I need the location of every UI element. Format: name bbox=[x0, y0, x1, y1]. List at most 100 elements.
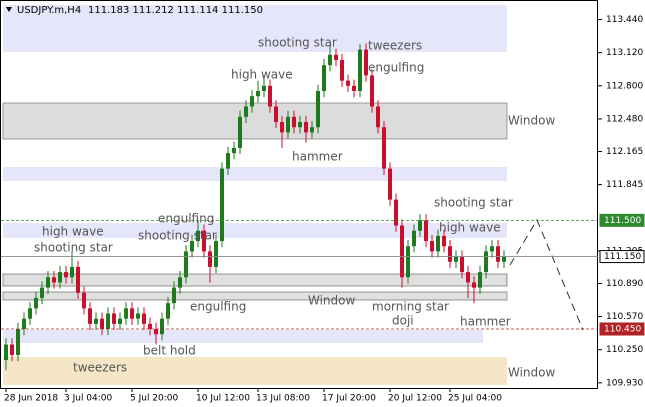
y-tick-label: 111.845 bbox=[606, 180, 643, 190]
candle-body bbox=[322, 65, 326, 91]
candle-body bbox=[286, 116, 290, 133]
pattern-annotation: shooting star bbox=[138, 229, 217, 243]
pattern-annotation: high wave bbox=[439, 221, 501, 235]
zone bbox=[3, 5, 507, 52]
candle-body bbox=[232, 147, 236, 154]
candle-body bbox=[52, 277, 56, 283]
candle-body bbox=[466, 272, 470, 283]
price-label: 111.150 bbox=[604, 252, 641, 262]
candle-body bbox=[202, 230, 206, 252]
y-tick-label: 113.440 bbox=[606, 15, 643, 25]
candle-body bbox=[250, 96, 254, 107]
candle-body bbox=[4, 344, 8, 361]
candle-body bbox=[76, 266, 80, 293]
y-tick-label: 112.480 bbox=[606, 114, 643, 124]
candle-body bbox=[406, 246, 410, 278]
candle-body bbox=[460, 256, 464, 273]
zone bbox=[3, 330, 483, 343]
y-tick-label: 110.250 bbox=[606, 345, 643, 355]
candle-body bbox=[310, 127, 314, 133]
candle-body bbox=[334, 54, 338, 60]
candle-body bbox=[172, 287, 176, 304]
candle-body bbox=[436, 235, 440, 252]
candle-body bbox=[34, 297, 38, 309]
candle-body bbox=[124, 308, 128, 319]
price-label-box bbox=[599, 322, 645, 336]
pattern-annotation: hammer bbox=[460, 315, 511, 329]
window-zone bbox=[2, 291, 508, 301]
plot-frame bbox=[0, 0, 598, 389]
pattern-annotation: shooting star bbox=[258, 36, 337, 50]
candle-body bbox=[178, 277, 182, 288]
pattern-annotation: belt hold bbox=[143, 344, 196, 358]
candle-body bbox=[160, 318, 164, 335]
candle-body bbox=[478, 272, 482, 288]
candle-body bbox=[388, 168, 392, 200]
x-tick-label: 20 Jul 12:00 bbox=[388, 394, 442, 404]
pattern-annotation: hammer bbox=[292, 150, 343, 164]
pattern-annotation: Window bbox=[508, 366, 556, 380]
candle-body bbox=[472, 282, 476, 288]
candle-body bbox=[298, 122, 302, 128]
candle-body bbox=[442, 235, 446, 247]
candle-body bbox=[106, 313, 110, 330]
x-tick-label: 5 Jul 20:00 bbox=[130, 394, 179, 404]
window-zone bbox=[2, 273, 508, 287]
candle-body bbox=[64, 272, 68, 278]
y-tick-label: 109.930 bbox=[606, 378, 643, 388]
candle-body bbox=[100, 318, 104, 330]
candle-body bbox=[328, 54, 332, 66]
candle-body bbox=[16, 329, 20, 355]
candle-body bbox=[370, 75, 374, 107]
forecast-line bbox=[509, 218, 584, 331]
window-zone bbox=[2, 102, 508, 140]
candle-body bbox=[364, 49, 368, 76]
candle-body bbox=[196, 230, 200, 242]
candle-body bbox=[418, 220, 422, 231]
x-tick-label: 28 Jun 2018 bbox=[4, 394, 58, 404]
candle-body bbox=[484, 251, 488, 273]
candle-body bbox=[88, 308, 92, 324]
pattern-annotation: Window bbox=[508, 114, 556, 128]
candle-body bbox=[46, 277, 50, 288]
candle-body bbox=[340, 59, 344, 81]
candle-body bbox=[412, 230, 416, 247]
candle-body bbox=[190, 241, 194, 252]
candle-body bbox=[208, 251, 212, 267]
candle-body bbox=[238, 116, 242, 148]
candle-body bbox=[142, 313, 146, 324]
pattern-annotation: tweezers bbox=[73, 361, 127, 375]
pattern-annotation: shooting star bbox=[34, 241, 113, 255]
pattern-annotation: doji bbox=[392, 314, 414, 328]
x-tick-label: 10 Jul 12:00 bbox=[196, 394, 250, 404]
candle-body bbox=[346, 80, 350, 86]
pattern-annotation: shooting star bbox=[434, 196, 513, 210]
candle-body bbox=[130, 308, 134, 319]
candle-body bbox=[274, 106, 278, 123]
menu-arrow bbox=[6, 7, 12, 12]
candle-body bbox=[394, 199, 398, 226]
candle-body bbox=[256, 90, 260, 97]
window-zone bbox=[3, 357, 507, 385]
candle-body bbox=[148, 323, 152, 330]
pattern-annotation: high wave bbox=[231, 68, 293, 82]
candle-body bbox=[382, 127, 386, 169]
candle-body bbox=[316, 90, 320, 128]
candle-body bbox=[304, 122, 308, 133]
candle-body bbox=[292, 116, 296, 128]
candle-body bbox=[22, 318, 26, 330]
pattern-annotation: engulfing bbox=[190, 300, 246, 314]
candle-body bbox=[112, 313, 116, 324]
y-tick-label: 112.800 bbox=[606, 81, 643, 91]
pattern-annotation: Window bbox=[308, 294, 356, 308]
candle-body bbox=[118, 318, 122, 324]
candle-body bbox=[502, 256, 506, 262]
price-label: 111.500 bbox=[604, 216, 641, 226]
price-label-box bbox=[599, 250, 645, 264]
candle-body bbox=[268, 85, 272, 107]
chart-subtitle: 111.183 111.212 111.114 111.150 bbox=[88, 5, 263, 16]
candle-body bbox=[94, 318, 98, 324]
candle-body bbox=[10, 344, 14, 355]
zones bbox=[2, 5, 584, 385]
